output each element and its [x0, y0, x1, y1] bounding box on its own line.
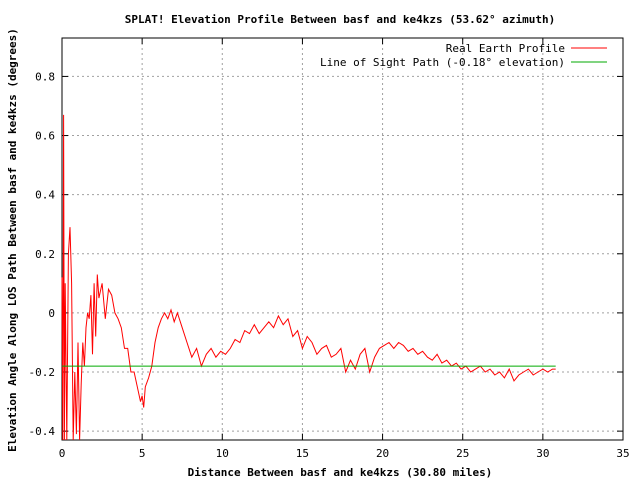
x-tick-label: 20	[376, 447, 389, 460]
x-tick-label: 0	[59, 447, 66, 460]
x-tick-label: 10	[216, 447, 229, 460]
y-tick-label: -0.4	[29, 425, 56, 438]
plot-frame	[61, 37, 624, 441]
legend-label: Real Earth Profile	[446, 42, 565, 55]
y-tick-label: 0.6	[35, 130, 55, 143]
x-tick-label: 5	[139, 447, 146, 460]
x-tick-label: 15	[296, 447, 309, 460]
axis-ticks: 0 5 10 15 20 25 30 35 -0.4 -0.2 0 0.2 0.4 0.6 0.8	[29, 38, 630, 460]
y-tick-label: 0.8	[35, 70, 55, 83]
x-tick-label: 25	[456, 447, 469, 460]
y-tick-label: 0.2	[35, 248, 55, 261]
y-axis-label: Elevation Angle Along LOS Path Between b…	[6, 28, 19, 452]
series-lines	[61, 114, 556, 441]
y-tick-label: 0	[48, 307, 55, 320]
legend-label: Line of Sight Path (-0.18° elevation)	[320, 56, 565, 69]
x-axis-label: Distance Between basf and ke4kzs (30.80 …	[188, 466, 493, 479]
real-earth-profile-line	[61, 114, 556, 441]
x-tick-label: 30	[536, 447, 549, 460]
chart-title: SPLAT! Elevation Profile Between basf an…	[125, 13, 555, 26]
y-tick-label: 0.4	[35, 189, 55, 202]
y-tick-label: -0.2	[29, 366, 56, 379]
grid-lines	[62, 38, 623, 440]
x-tick-label: 35	[616, 447, 629, 460]
